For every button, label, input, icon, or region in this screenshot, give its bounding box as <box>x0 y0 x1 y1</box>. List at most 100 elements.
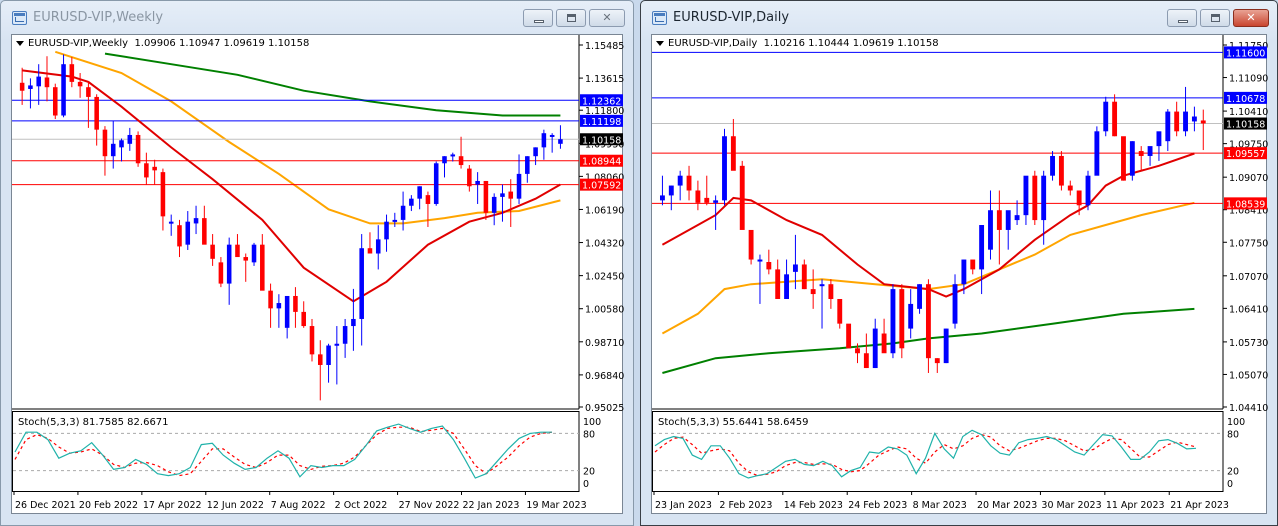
candle-body <box>450 154 456 157</box>
price-tick-label: 1.11090 <box>1229 74 1268 85</box>
candle-body <box>309 326 315 355</box>
price-level-badge <box>580 94 623 107</box>
candle-body <box>260 244 265 291</box>
candle-body <box>193 218 199 224</box>
candle-body <box>152 166 157 171</box>
candle-body <box>819 284 825 287</box>
candle-body <box>185 221 191 245</box>
price-tick-label: 1.15485 <box>585 41 624 52</box>
candle-body <box>1032 175 1038 221</box>
price-tick-label: 0.98710 <box>585 338 624 349</box>
candle-body <box>801 264 807 290</box>
candle-body <box>1129 141 1135 176</box>
price-tick-label: 1.05070 <box>1229 370 1268 381</box>
date-tick-label: 22 Jan 2023 <box>463 500 520 511</box>
candle-body <box>1058 155 1064 186</box>
candle-body <box>739 165 745 230</box>
price-tick-label: 1.09070 <box>1229 173 1268 184</box>
candle-body <box>243 257 249 261</box>
price-level-badge-label: 1.07592 <box>582 181 621 192</box>
restore-button[interactable] <box>556 9 586 27</box>
candle-body <box>251 244 257 263</box>
candle-body <box>659 195 665 201</box>
daily-chart-window[interactable]: EURUSD-VIP,Daily 1.117501.110901.104101.… <box>640 0 1278 526</box>
price-tick-label: 1.11800 <box>585 106 624 117</box>
candle-body <box>384 221 389 240</box>
candle-body <box>775 269 781 299</box>
stoch-level-label: 80 <box>583 429 595 440</box>
restore-button[interactable] <box>1200 9 1230 27</box>
price-level-badge <box>580 133 623 146</box>
candle-body <box>1041 175 1047 221</box>
candle-body <box>500 193 505 197</box>
candle-body <box>890 289 896 354</box>
dropdown-triangle-icon[interactable] <box>656 40 664 46</box>
price-tick-label: 1.13615 <box>585 74 624 85</box>
candle-body <box>102 129 108 157</box>
candle-body <box>757 259 763 262</box>
symbol-header: EURUSD-VIP,Daily 1.10216 1.10444 1.09619… <box>656 38 939 49</box>
minimize-button[interactable] <box>523 9 553 27</box>
price-level-badge-label: 1.10158 <box>1226 120 1265 131</box>
stoch-level-label: 20 <box>1227 467 1239 478</box>
ma-slow-line <box>104 52 561 117</box>
daily-titlebar[interactable]: EURUSD-VIP,Daily <box>641 1 1277 35</box>
price-tick-label: 0.95025 <box>585 403 624 414</box>
daily-chart-canvas[interactable]: 1.117501.110901.104101.097501.090701.084… <box>652 35 1268 515</box>
price-level-badge <box>1224 197 1267 210</box>
candle-body <box>351 318 356 327</box>
candle-body <box>1200 120 1206 124</box>
price-level-badge-label: 1.10678 <box>1226 94 1265 105</box>
stoch-level-label: 100 <box>1227 417 1245 428</box>
candle-body <box>899 289 905 349</box>
window-title: EURUSD-VIP,Daily <box>673 10 790 25</box>
price-level-badge <box>1224 117 1267 130</box>
stoch-level-label: 100 <box>583 417 601 428</box>
candle-body <box>392 219 398 222</box>
candle-body <box>417 186 422 199</box>
price-level-badge <box>580 154 623 167</box>
stoch-level-label: 20 <box>583 467 595 478</box>
symbol-header: EURUSD-VIP,Weekly 1.09906 1.10947 1.0961… <box>16 38 309 49</box>
date-tick-label: 20 Feb 2022 <box>79 500 138 511</box>
candle-body <box>837 298 843 324</box>
candle-body <box>61 64 66 116</box>
candle-body <box>334 343 340 346</box>
daily-chart-area[interactable]: 1.117501.110901.104101.097501.090701.084… <box>651 34 1268 515</box>
date-tick-label: 24 Feb 2023 <box>848 500 907 511</box>
minimize-button[interactable] <box>1167 9 1197 27</box>
candle-body <box>925 284 931 359</box>
stoch-label: Stoch(5,3,3) 81.7585 82.6671 <box>18 417 169 428</box>
close-button[interactable] <box>589 9 625 27</box>
candle-body <box>1174 111 1180 132</box>
candle-body <box>375 239 381 254</box>
weekly-chart-canvas[interactable]: 1.154851.136151.118001.099301.080601.061… <box>12 35 624 515</box>
price-tick-label: 1.05730 <box>1229 338 1268 349</box>
candle-body <box>1023 175 1029 216</box>
candle-body <box>94 96 99 130</box>
date-tick-label: 2 Feb 2023 <box>719 500 772 511</box>
candle-body <box>467 168 472 187</box>
candle-body <box>872 328 878 369</box>
ma-fast-line <box>661 152 1195 298</box>
price-level-badge-label: 1.11600 <box>1226 48 1265 59</box>
weekly-titlebar[interactable]: EURUSD-VIP,Weekly <box>1 1 633 35</box>
weekly-chart-area[interactable]: 1.154851.136151.118001.099301.080601.061… <box>11 34 624 515</box>
candle-body <box>855 348 860 354</box>
price-tick-label: 1.08410 <box>1229 206 1268 217</box>
close-button[interactable] <box>1233 9 1269 27</box>
stoch-pane-border <box>652 411 1224 492</box>
candle-body <box>1147 146 1153 156</box>
candle-body <box>713 200 719 203</box>
candle-body <box>475 180 480 185</box>
candle-body <box>483 180 489 213</box>
candle-body <box>86 87 91 97</box>
candle-body <box>69 64 75 82</box>
date-tick-label: 7 Aug 2022 <box>271 500 326 511</box>
candle-body <box>119 140 124 148</box>
chart-window-icon <box>12 11 27 25</box>
weekly-chart-window[interactable]: EURUSD-VIP,Weekly 1.15485 1.13615 1.11800 1… <box>0 0 634 526</box>
candle-body <box>516 173 522 199</box>
candle-body <box>326 345 331 365</box>
dropdown-triangle-icon[interactable] <box>16 40 24 46</box>
